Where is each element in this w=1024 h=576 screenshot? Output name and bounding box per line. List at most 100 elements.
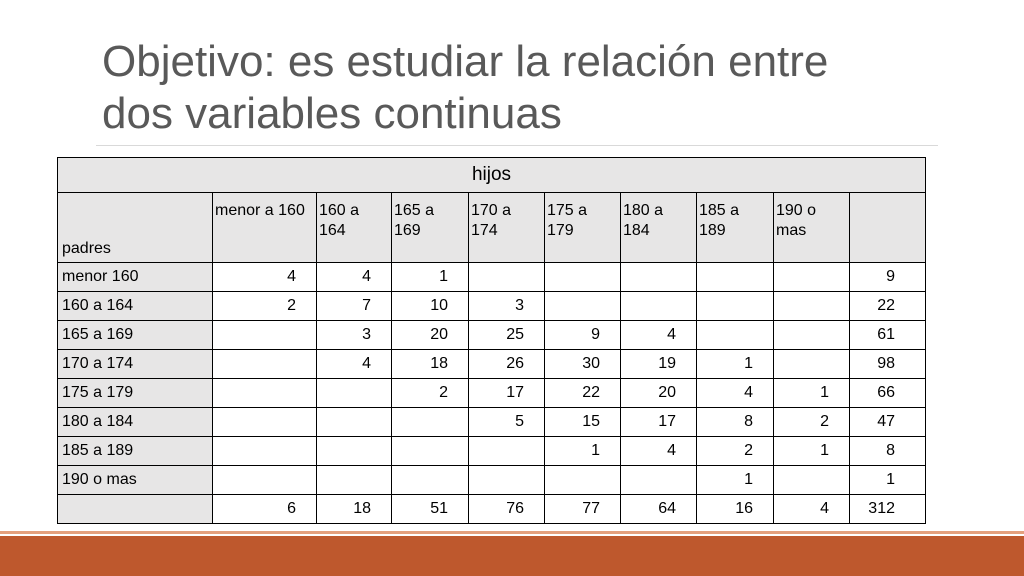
table-cell (773, 349, 850, 379)
table-row: 175 a 179 2 17 22 20 4 1 66 (57, 378, 926, 408)
table-cell (391, 465, 469, 495)
table-cell (773, 465, 850, 495)
title-line-1: Objetivo: es estudiar la relación entre (102, 37, 829, 86)
column-header-5: 180 a 184 (620, 192, 697, 263)
table-cell: 1 (773, 378, 850, 408)
table-cell (212, 378, 317, 408)
table-cell: 6 (212, 494, 317, 524)
table-cell (620, 465, 697, 495)
table-cell: 4 (316, 349, 392, 379)
row-label: 185 a 189 (57, 436, 213, 466)
table-cell: 4 (212, 262, 317, 292)
table-cell (696, 320, 774, 350)
column-header-0: menor a 160 (212, 192, 317, 263)
row-label: 165 a 169 (57, 320, 213, 350)
padres-header: padres (57, 192, 213, 263)
table-cell: 18 (316, 494, 392, 524)
bottom-accent-band (0, 536, 1024, 576)
table-row: 170 a 174 4 18 26 30 19 1 98 (57, 349, 926, 379)
table-cell: 16 (696, 494, 774, 524)
table-cell: 3 (468, 291, 545, 321)
table-cell: 4 (620, 436, 697, 466)
table-cell: 20 (391, 320, 469, 350)
table-cell: 7 (316, 291, 392, 321)
column-header-row: padres menor a 160 160 a 164 165 a 169 170 … (57, 192, 926, 263)
row-total-cell: 22 (849, 291, 926, 321)
column-header-4: 175 a 179 (544, 192, 621, 263)
table-row: 190 o mas 1 1 (57, 465, 926, 495)
table-cell (316, 407, 392, 437)
table-cell: 25 (468, 320, 545, 350)
table-cell (316, 465, 392, 495)
table-cell: 4 (316, 262, 392, 292)
row-label (57, 494, 213, 524)
table-cell (773, 262, 850, 292)
column-header-6: 185 a 189 (696, 192, 774, 263)
row-total-cell: 98 (849, 349, 926, 379)
row-label: 170 a 174 (57, 349, 213, 379)
table-cell (212, 436, 317, 466)
title-divider (96, 145, 938, 146)
table-cell (696, 291, 774, 321)
row-total-cell: 9 (849, 262, 926, 292)
table-cell (544, 262, 621, 292)
table-cell (316, 436, 392, 466)
table-cell: 17 (468, 378, 545, 408)
row-total-cell: 312 (849, 494, 926, 524)
table-cell: 77 (544, 494, 621, 524)
row-label: 190 o mas (57, 465, 213, 495)
table-cell: 17 (620, 407, 697, 437)
row-total-cell: 61 (849, 320, 926, 350)
table-header-row: hijos (57, 157, 926, 193)
table-cell (316, 378, 392, 408)
table-cell (212, 320, 317, 350)
table-cell (544, 465, 621, 495)
table-row: 185 a 189 1 4 2 1 8 (57, 436, 926, 466)
row-total-cell: 66 (849, 378, 926, 408)
table-cell (468, 262, 545, 292)
table-cell: 1 (391, 262, 469, 292)
contingency-table: hijos padres menor a 160 160 a 164 165 a 1… (57, 157, 926, 524)
table-cell: 26 (468, 349, 545, 379)
row-total-cell: 1 (849, 465, 926, 495)
row-label: 180 a 184 (57, 407, 213, 437)
table-cell (212, 465, 317, 495)
table-cell: 1 (544, 436, 621, 466)
column-header-1: 160 a 164 (316, 192, 392, 263)
table-cell: 2 (391, 378, 469, 408)
column-header-7: 190 o mas (773, 192, 850, 263)
table-cell: 22 (544, 378, 621, 408)
table-cell (620, 262, 697, 292)
table-body: hijos padres menor a 160 160 a 164 165 a 1… (57, 157, 926, 524)
table-cell (212, 349, 317, 379)
table-cell: 1 (696, 465, 774, 495)
table-cell (391, 436, 469, 466)
row-label: menor 160 (57, 262, 213, 292)
table-cell: 19 (620, 349, 697, 379)
table-row: 160 a 164 2 7 10 3 22 (57, 291, 926, 321)
table-cell: 10 (391, 291, 469, 321)
table-cell: 5 (468, 407, 545, 437)
table-cell: 20 (620, 378, 697, 408)
column-header-3: 170 a 174 (468, 192, 545, 263)
table-row: menor 160 4 4 1 9 (57, 262, 926, 292)
table-cell (468, 436, 545, 466)
table-cell: 2 (773, 407, 850, 437)
table-cell (544, 291, 621, 321)
hijos-header: hijos (57, 157, 926, 193)
table-cell: 64 (620, 494, 697, 524)
table-cell: 8 (696, 407, 774, 437)
table-row: 165 a 169 3 20 25 9 4 61 (57, 320, 926, 350)
title-line-2: dos variables continuas (102, 89, 562, 138)
table-cell: 1 (696, 349, 774, 379)
table-cell: 9 (544, 320, 621, 350)
table-cell: 4 (696, 378, 774, 408)
table-cell (212, 407, 317, 437)
table-cell (391, 407, 469, 437)
column-header-2: 165 a 169 (391, 192, 469, 263)
table-cell: 2 (696, 436, 774, 466)
table-cell: 4 (773, 494, 850, 524)
table-cell (773, 320, 850, 350)
table-cell: 3 (316, 320, 392, 350)
